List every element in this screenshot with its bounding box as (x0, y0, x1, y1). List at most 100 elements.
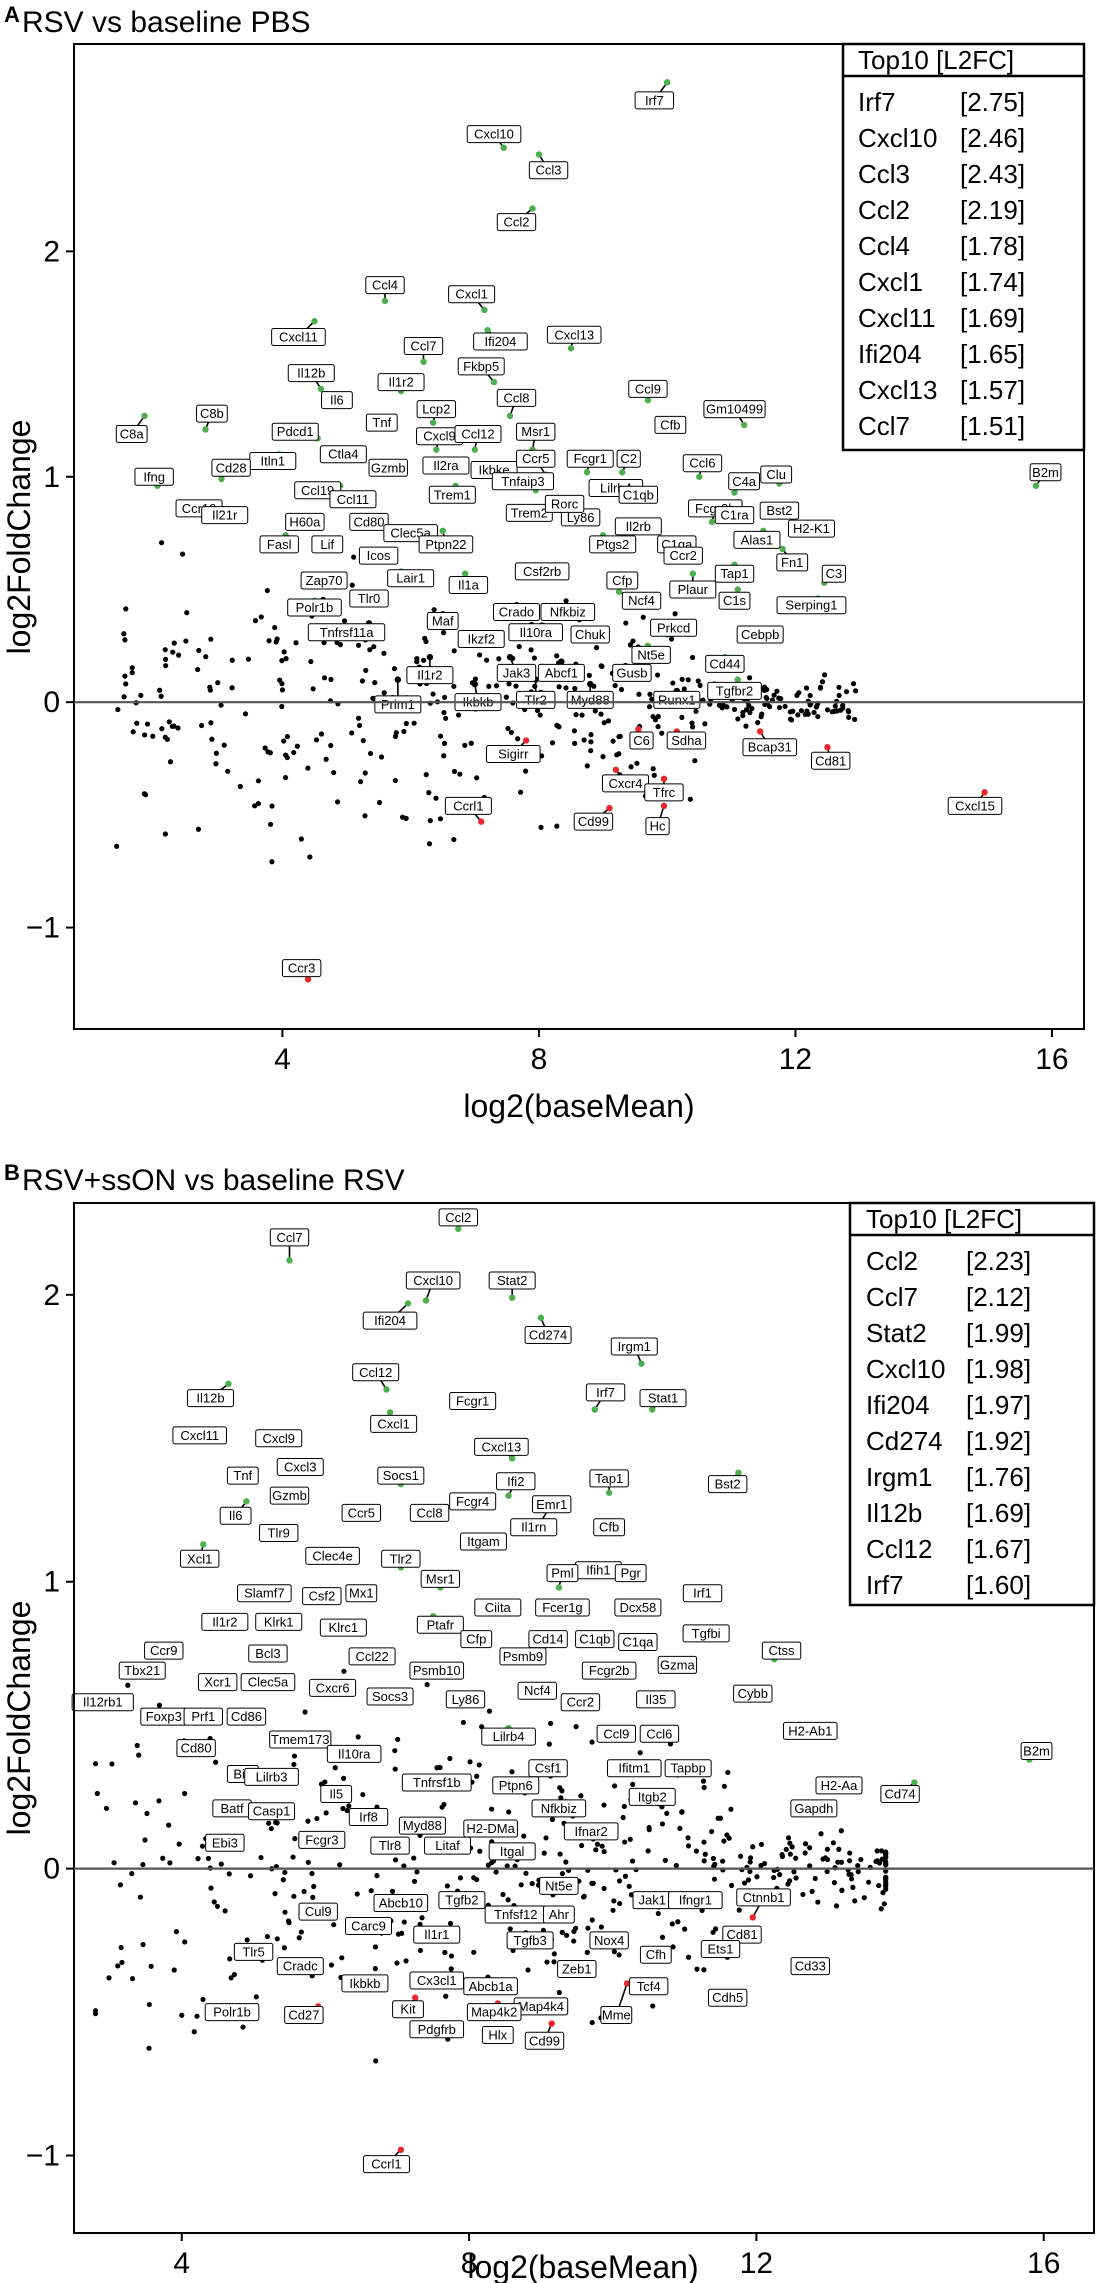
panel-b-label-box-cxcl3 (276, 1457, 324, 1476)
panel-b-background-point (589, 1739, 595, 1745)
panel-b-label-box-cxcl9 (255, 1429, 303, 1448)
panel-b-label-tbx21: Tbx21 (118, 1661, 166, 1680)
panel-a-label-text-bcap31: Bcap31 (748, 740, 792, 755)
panel-b-background-point (448, 1966, 454, 1972)
panel-b-label-text-ccl12: Ccl12 (359, 1365, 392, 1380)
panel-a-background-point (267, 821, 274, 827)
panel-b-label-text-tcf4: Tcf4 (637, 1979, 661, 1994)
panel-b-point-cxcl13 (508, 1455, 516, 1462)
panel-b-background-point (392, 1766, 398, 1772)
panel-b-point-stat2 (508, 1294, 516, 1301)
panel-b-label-box-irgm1 (610, 1337, 658, 1356)
panel-a-background-point (517, 789, 524, 795)
panel-b-label-text-itgb2: Itgb2 (638, 1789, 667, 1804)
panel-a-label-text-fasl: Fasl (267, 537, 292, 552)
panel-a-label-ccl3: Ccl3 (528, 161, 569, 180)
panel-a-label-box-fcgr1 (566, 449, 614, 468)
panel-a-background-point (817, 685, 824, 691)
panel-a-background-point (367, 647, 373, 653)
panel-b-label-box-ets1 (700, 1939, 741, 1958)
panel-a-background-point (279, 687, 286, 693)
panel-a-background-point (646, 704, 653, 710)
panel-a-background-point (593, 645, 600, 651)
panel-a-label-text-itln1: Itln1 (261, 453, 286, 468)
panel-b-label-fcgr3: Fcgr3 (298, 1830, 346, 1849)
panel-b-background-point (679, 1809, 685, 1815)
panel-b-background-point (477, 1848, 483, 1854)
panel-a-label-text-msr1: Msr1 (521, 424, 550, 439)
panel-b-label-box-il35 (636, 1690, 676, 1709)
panel-a-background-point (441, 629, 447, 636)
panel-a-background-point (588, 748, 594, 754)
panel-a-background-point (743, 723, 749, 729)
panel-b-label-box-tnf (226, 1466, 259, 1485)
panel-b-label-text-ebi3: Ebi3 (212, 1835, 238, 1850)
panel-a-point-fn1 (779, 545, 786, 553)
panel-b-background-point (836, 1846, 842, 1852)
panel-b-background-point (323, 1810, 329, 1816)
panel-b-label-fcer1g: Fcer1g (535, 1598, 590, 1617)
panel-b-label-cd74: Cd74 (880, 1785, 920, 1804)
panel-b-label-bcl3: Bcl3 (248, 1644, 288, 1663)
panel-a-label-text-lcp2: Lcp2 (422, 402, 450, 417)
panel-a-label-c1ra: C1ra (714, 506, 755, 525)
panel-b-background-point (662, 1857, 668, 1863)
panel-a-background-point (523, 768, 529, 774)
panel-a-label-prim1: Prim1 (374, 695, 422, 714)
panel-b-label-fcgr4: Fcgr4 (449, 1492, 497, 1511)
panel-a-label-box-c8b (195, 404, 228, 423)
panel-b-label-ifi2: Ifi2 (496, 1472, 536, 1491)
panel-b-label-stat1: Stat1 (639, 1389, 687, 1408)
panel-b-label-tlr9: Tlr9 (259, 1523, 299, 1542)
panel-b-label-text-tlr8: Tlr8 (379, 1838, 401, 1853)
panel-a-label-box-ctla4 (319, 445, 367, 464)
panel-a-point-gm10499 (740, 421, 748, 429)
panel-b-label-kit: Kit (392, 2000, 424, 2019)
panel-b-label-text-ccl22: Ccl22 (355, 1649, 388, 1664)
panel-b-label-box-c1qa (618, 1632, 658, 1651)
panel-a-label-box-c1ra (714, 506, 755, 525)
panel-a-label-cd28: Cd28 (211, 458, 251, 477)
panel-b-label-text-il1r2: Il1r2 (212, 1614, 237, 1629)
panel-a-background-point (462, 742, 468, 748)
panel-b-background-point (559, 1870, 566, 1877)
panel-a-background-point (790, 708, 796, 714)
panel-a-background-point (209, 736, 215, 742)
panel-b-label-text-cxcl3: Cxcl3 (284, 1459, 317, 1474)
panel-a-label-il21r: Il21r (201, 506, 249, 525)
panel-a-background-point (697, 682, 703, 688)
panel-b-background-point (721, 1838, 727, 1844)
panel-a-point-tgfbr2 (734, 676, 741, 683)
panel-a-background-point (208, 636, 214, 642)
panel-b-background-point (758, 1841, 765, 1848)
panel-a-label-box-b2m (1029, 463, 1062, 482)
panel-a-point-ccl9 (644, 396, 652, 404)
panel-a-label-box-ccl3 (528, 161, 569, 180)
panel-b-label-box-h2-ab1 (782, 1721, 838, 1740)
panel-a-point-jak3 (506, 653, 514, 661)
panel-a-background-point (506, 681, 512, 687)
panel-a-x-tick-label: 12 (779, 1043, 812, 1076)
panel-b-label-tnfrsf1b: Tnfrsf1b (401, 1773, 472, 1792)
panel-b-background-point (355, 1734, 361, 1740)
panel-a-legend-value: [2.75] (960, 87, 1025, 117)
panel-a-label-fasl: Fasl (259, 535, 299, 554)
panel-a-background-point (457, 771, 463, 777)
panel-a-label-fcgr1: Fcgr1 (566, 449, 614, 468)
panel-b-label-box-fcgr3 (298, 1830, 346, 1849)
panel-b-point-pml (555, 1584, 563, 1591)
panel-a-background-point (513, 683, 519, 689)
panel-a-label-cxcl11: Cxcl11 (271, 328, 326, 347)
panel-a-label-box-jak3 (496, 663, 537, 682)
panel-b-label-cybb: Cybb (733, 1684, 773, 1703)
panel-b-background-point (728, 1806, 734, 1812)
panel-b-background-point (807, 1863, 813, 1869)
panel-b-background-point (598, 1924, 604, 1930)
panel-b-label-box-ifi2 (496, 1472, 536, 1491)
panel-a-background-point (600, 754, 606, 760)
panel-b-title: RSV+ssON vs baseline RSV (22, 1164, 405, 1197)
panel-a-label-text-lair1: Lair1 (396, 571, 425, 586)
panel-a-label-chuk: Chuk (570, 625, 610, 644)
panel-a-point-ccl4 (381, 297, 389, 305)
panel-b-label-box-tgfbi (682, 1624, 730, 1643)
